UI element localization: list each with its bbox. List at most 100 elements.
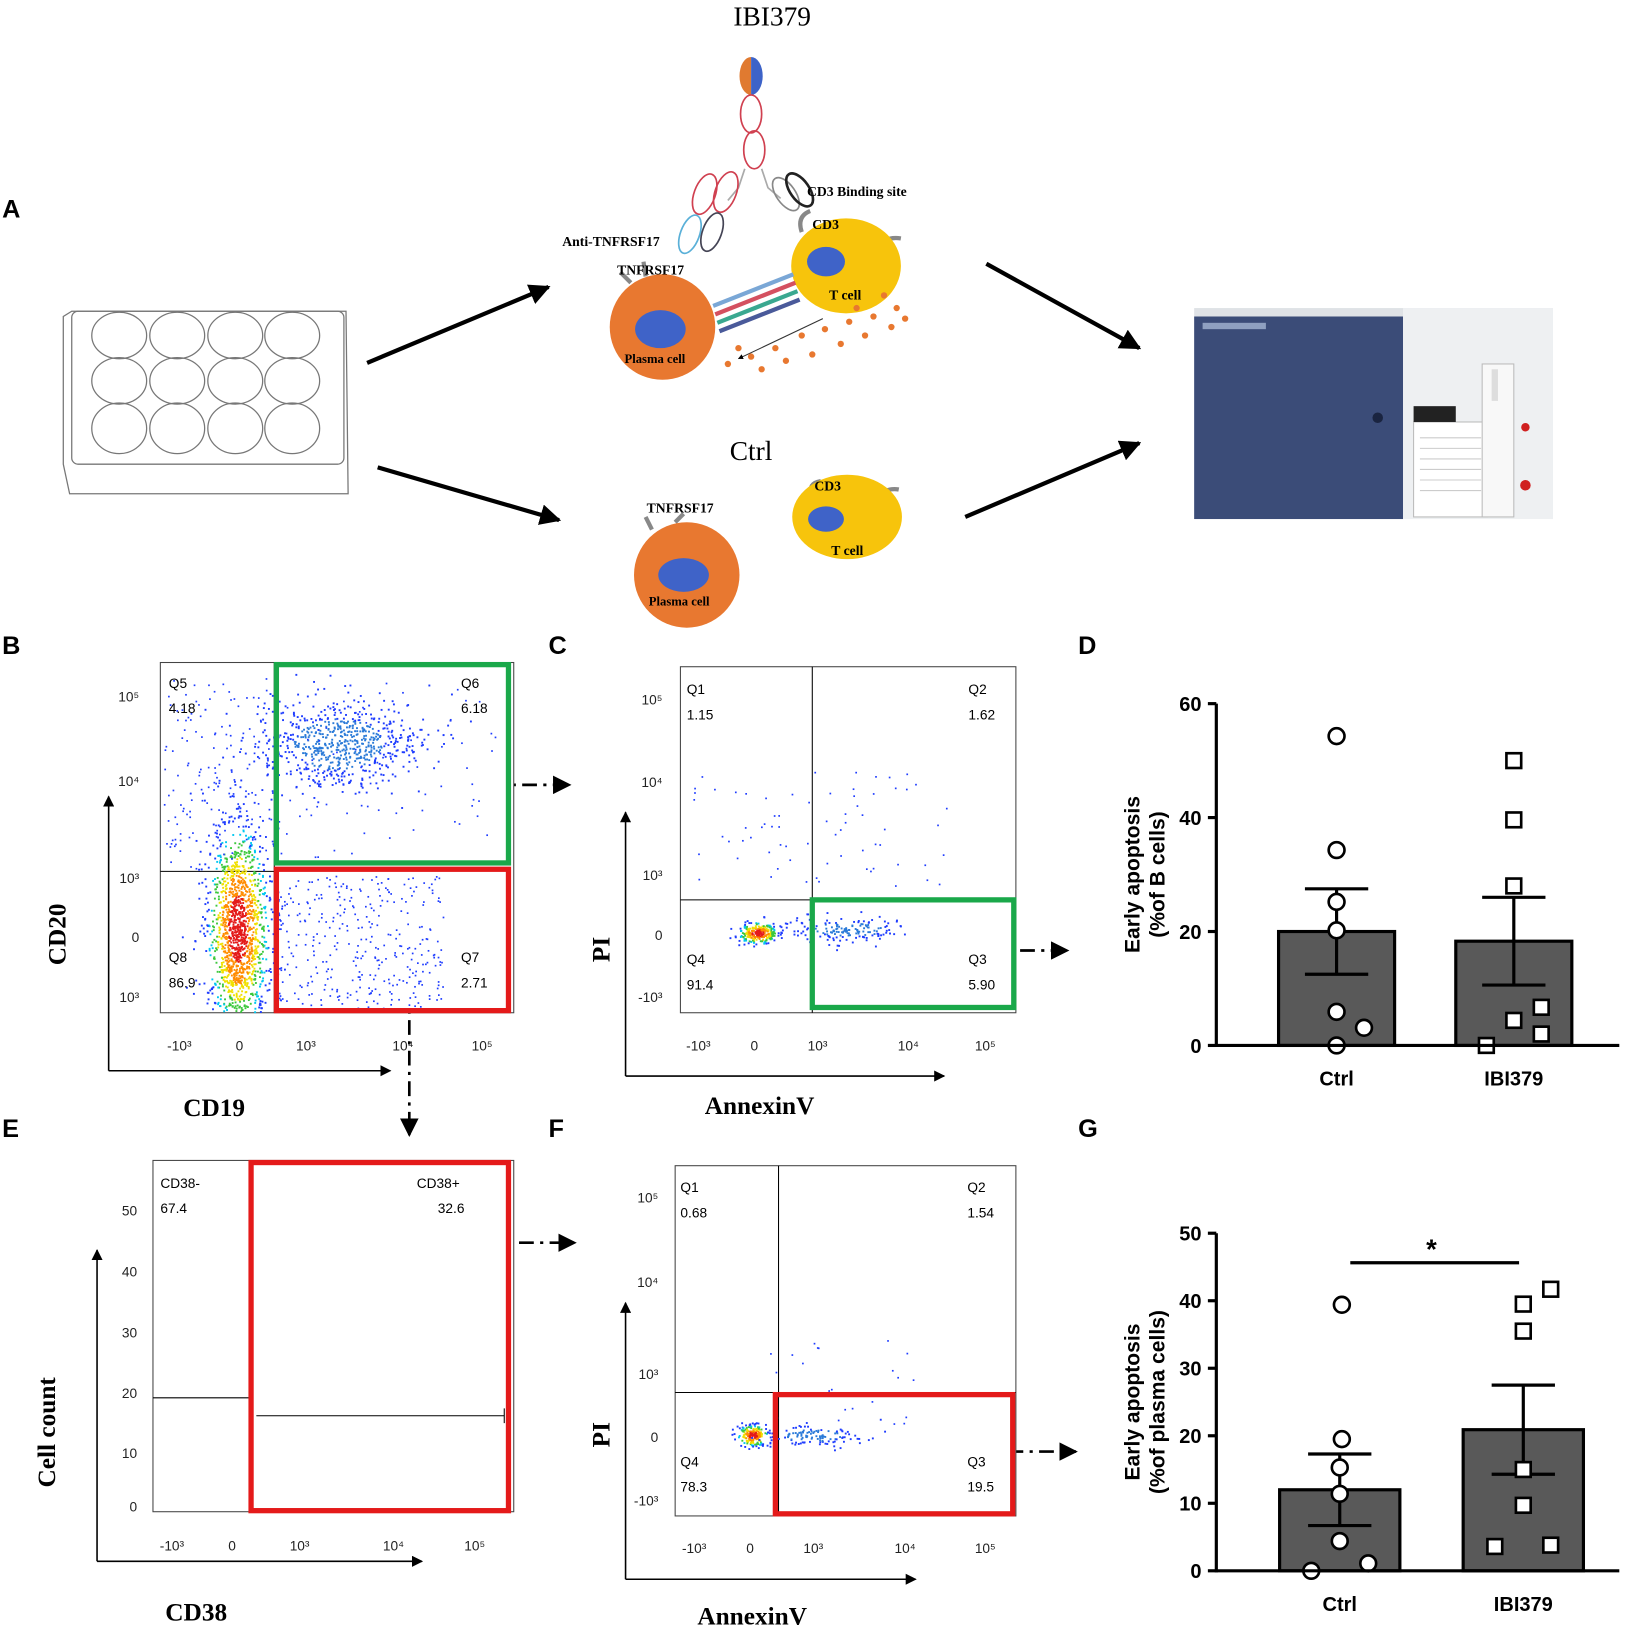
event-dot	[349, 739, 352, 742]
event-dot	[861, 923, 864, 926]
event-dot	[263, 869, 265, 872]
event-dot	[229, 936, 232, 939]
event-dot	[230, 997, 233, 1000]
event-dot	[254, 872, 257, 875]
event-dot	[885, 929, 888, 932]
event-dot	[794, 1443, 797, 1446]
event-dot	[230, 918, 233, 921]
event-dot	[358, 791, 361, 794]
event-dot	[386, 727, 389, 730]
event-dot	[491, 750, 493, 752]
event-dot	[238, 946, 240, 949]
event-dot	[848, 1433, 851, 1436]
event-dot	[354, 750, 357, 753]
event-dot	[316, 740, 319, 743]
event-dot	[412, 734, 415, 737]
event-dot	[183, 729, 186, 731]
event-dot	[349, 779, 352, 782]
event-dot	[205, 897, 208, 900]
event-dot	[352, 724, 354, 727]
event-dot	[742, 1429, 744, 1432]
gate-value: 86.9	[169, 975, 196, 990]
event-dot	[341, 742, 343, 744]
data-point	[1330, 1484, 1349, 1504]
event-dot	[307, 746, 310, 749]
event-dot	[286, 706, 289, 709]
event-dot	[238, 904, 240, 907]
event-dot	[314, 749, 317, 752]
event-dot	[265, 712, 268, 715]
event-dot	[220, 966, 223, 968]
event-dot	[805, 1422, 808, 1424]
event-dot	[391, 700, 394, 703]
event-dot	[762, 926, 765, 929]
event-dot	[773, 815, 776, 817]
event-dot	[216, 883, 219, 886]
event-dot	[333, 756, 336, 759]
event-dot	[225, 841, 228, 844]
event-dot	[260, 970, 263, 973]
event-dot	[317, 801, 320, 804]
event-dot	[407, 923, 409, 926]
event-dot	[438, 994, 440, 996]
event-dot	[364, 950, 367, 953]
event-dot	[309, 747, 312, 750]
event-dot	[232, 890, 235, 893]
event-dot	[313, 680, 315, 683]
event-dot	[393, 743, 395, 746]
event-dot	[351, 773, 354, 776]
event-dot	[173, 680, 175, 682]
event-dot	[237, 981, 240, 983]
event-dot	[414, 1005, 416, 1008]
diagram-label: Anti-TNFRSF17	[562, 234, 660, 249]
event-dot	[252, 954, 254, 957]
event-dot	[356, 733, 359, 736]
event-dot	[364, 750, 367, 753]
event-dot	[339, 711, 342, 714]
event-dot	[360, 765, 363, 768]
event-dot	[370, 744, 372, 747]
event-dot	[254, 936, 257, 939]
event-dot	[362, 742, 364, 745]
event-dot	[942, 854, 945, 856]
event-dot	[286, 963, 289, 966]
event-dot	[192, 832, 194, 834]
event-dot	[769, 1442, 772, 1445]
event-dot	[252, 917, 255, 920]
diagram-label: TNFRSF17	[617, 262, 684, 277]
gate-name: Q4	[680, 1454, 699, 1469]
event-dot	[478, 800, 480, 802]
event-dot	[233, 817, 236, 820]
event-dot	[411, 952, 414, 955]
y-tick-label: 0	[1190, 1036, 1201, 1058]
event-dot	[843, 928, 846, 931]
event-dot	[177, 774, 179, 777]
event-dot	[377, 729, 380, 732]
y-tick-label: 10⁵	[637, 1191, 658, 1206]
event-dot	[761, 940, 764, 943]
event-dot	[237, 869, 240, 872]
event-dot	[353, 752, 356, 755]
event-dot	[287, 736, 290, 739]
event-dot	[303, 728, 305, 731]
event-dot	[187, 762, 190, 765]
event-dot	[227, 905, 230, 908]
event-dot	[212, 823, 215, 826]
event-dot	[435, 876, 438, 878]
event-dot	[253, 916, 256, 919]
event-dot	[778, 815, 781, 817]
event-dot	[393, 745, 396, 748]
event-dot	[214, 982, 216, 985]
event-dot	[251, 899, 254, 902]
event-dot	[814, 771, 817, 774]
event-dot	[437, 956, 440, 959]
event-dot	[307, 982, 310, 984]
event-dot	[339, 726, 342, 729]
event-dot	[342, 729, 345, 732]
event-dot	[388, 982, 391, 985]
event-dot	[250, 946, 253, 949]
event-dot	[378, 762, 381, 765]
event-dot	[912, 1379, 915, 1382]
event-dot	[230, 974, 233, 977]
event-dot	[233, 878, 235, 881]
